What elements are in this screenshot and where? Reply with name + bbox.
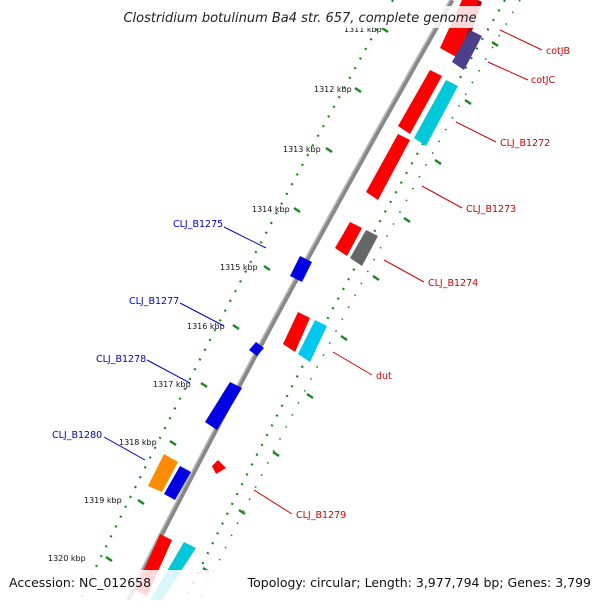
gene-label-dut[interactable]: dut bbox=[376, 371, 392, 382]
leader-line bbox=[487, 61, 529, 81]
gene-label-clj-b1273[interactable]: CLJ_B1273 bbox=[466, 204, 516, 215]
tick-marks bbox=[105, 26, 389, 563]
gene-label-clj-b1280[interactable]: CLJ_B1280 bbox=[52, 430, 102, 441]
tick-mark bbox=[238, 508, 246, 516]
tick-mark bbox=[381, 26, 389, 34]
tick-mark bbox=[232, 323, 240, 331]
footer-backdrop bbox=[0, 570, 600, 600]
tick-mark bbox=[169, 439, 177, 447]
tick-mark bbox=[306, 392, 314, 400]
tick-mark bbox=[200, 381, 208, 389]
gene-label-clj-b1275[interactable]: CLJ_B1275 bbox=[173, 219, 223, 230]
tick-mark bbox=[325, 146, 333, 154]
tick-label: 1312 kbp bbox=[314, 85, 352, 94]
tick-mark bbox=[491, 40, 499, 48]
leader-line bbox=[179, 302, 225, 327]
cds-clj-b1272-feature-b[interactable] bbox=[414, 80, 458, 146]
tick-label: 1314 kbp bbox=[252, 205, 290, 214]
leader-line bbox=[103, 436, 146, 461]
tick-mark bbox=[403, 216, 411, 224]
leader-line bbox=[146, 359, 191, 384]
tick-mark bbox=[372, 274, 380, 282]
gene-label-clj-b1272[interactable]: CLJ_B1272 bbox=[500, 138, 550, 149]
cds-dut-feature-b[interactable] bbox=[298, 320, 327, 362]
cds-cotjc-feature[interactable] bbox=[452, 30, 482, 70]
cds-clj-b1280-feature-a[interactable] bbox=[148, 454, 178, 492]
leader-line bbox=[383, 259, 425, 283]
gene-label-cotjb[interactable]: cotJB bbox=[546, 46, 570, 57]
gene-label-clj-b1279[interactable]: CLJ_B1279 bbox=[296, 510, 346, 521]
cds-clj-b1273-feature[interactable] bbox=[366, 134, 410, 200]
cds-clj-b1280-feature-b[interactable] bbox=[164, 466, 191, 500]
tick-mark bbox=[464, 98, 472, 106]
leader-line bbox=[223, 226, 267, 249]
tick-label: 1311 kbp bbox=[344, 25, 382, 34]
tick-label: 1320 kbp bbox=[48, 554, 86, 563]
tick-mark bbox=[263, 264, 271, 272]
tick-label: 1319 kbp bbox=[84, 496, 122, 505]
outer-scale-ring bbox=[79, 0, 394, 601]
tick-mark bbox=[434, 158, 442, 166]
leader-line bbox=[332, 351, 373, 376]
tick-mark bbox=[137, 498, 145, 506]
tick-mark bbox=[354, 86, 362, 94]
tick-label: 1315 kbp bbox=[220, 263, 258, 272]
cds-clj-b1279-feature[interactable] bbox=[212, 460, 226, 474]
tick-label: 1318 kbp bbox=[119, 438, 157, 447]
tick-label: 1317 kbp bbox=[153, 380, 191, 389]
leader-line bbox=[253, 489, 293, 515]
title-backdrop bbox=[110, 6, 490, 28]
cds-clj-b1272-feature-a[interactable] bbox=[398, 70, 442, 134]
leader-line bbox=[499, 29, 543, 51]
tick-mark bbox=[105, 555, 113, 563]
cds-clj-b1274-feature-a[interactable] bbox=[335, 222, 362, 256]
inner-tick-marks bbox=[202, 40, 499, 574]
tick-label: 1313 kbp bbox=[283, 145, 321, 154]
cds-clj-b1278-feature[interactable] bbox=[205, 382, 242, 430]
tick-mark bbox=[293, 206, 301, 214]
tick-mark bbox=[272, 450, 280, 458]
cds-clj-b1275-feature[interactable] bbox=[290, 256, 312, 282]
cds-clj-b1274-feature-b[interactable] bbox=[350, 230, 378, 266]
cds-dut-feature-a[interactable] bbox=[283, 312, 310, 352]
map-title: Clostridium botulinum Ba4 str. 657, comp… bbox=[123, 11, 476, 26]
topology-summary-text: Topology: circular; Length: 3,977,794 bp… bbox=[247, 575, 591, 590]
genome-backbone-highlight bbox=[125, 0, 451, 601]
genome-backbone bbox=[125, 0, 455, 602]
leader-line bbox=[421, 185, 463, 209]
tick-label: 1316 kbp bbox=[187, 322, 225, 331]
gene-label-clj-b1274[interactable]: CLJ_B1274 bbox=[428, 278, 478, 289]
accession-text: Accession: NC_012658 bbox=[9, 575, 151, 590]
gene-label-clj-b1278[interactable]: CLJ_B1278 bbox=[96, 354, 146, 365]
cds-clj-b1277-feature[interactable] bbox=[249, 342, 264, 356]
tick-mark bbox=[340, 334, 348, 342]
right-leader-lines bbox=[253, 29, 543, 515]
gene-label-clj-b1277[interactable]: CLJ_B1277 bbox=[129, 296, 179, 307]
left-leader-lines bbox=[103, 226, 267, 461]
gene-label-cotjc[interactable]: cotJC bbox=[531, 75, 556, 86]
leader-line bbox=[455, 121, 497, 143]
